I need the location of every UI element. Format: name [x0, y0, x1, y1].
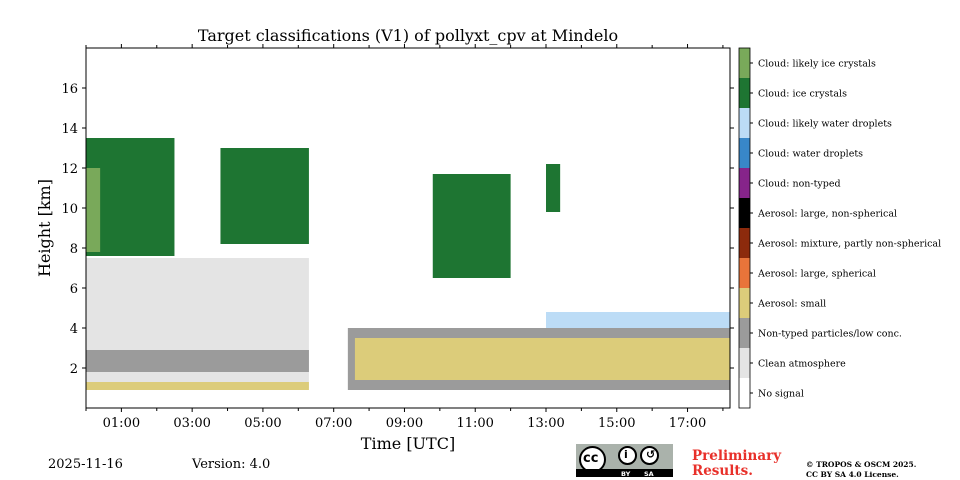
class-region-2	[86, 350, 309, 372]
y-tick-label: 10	[61, 202, 78, 217]
license-line-2: CC BY SA 4.0 License.	[806, 470, 899, 479]
colorbar-label: Aerosol: mixture, partly non-spherical	[757, 239, 941, 250]
colorbar-frame	[738, 47, 751, 409]
x-tick-label: 13:00	[527, 416, 564, 431]
colorbar-swatch	[739, 288, 750, 318]
colorbar-label: Aerosol: small	[757, 299, 826, 310]
colorbar-label: Aerosol: large, spherical	[757, 269, 876, 280]
license-line-1: © TROPOS & OSCM 2025.	[806, 460, 917, 469]
y-tick-label: 4	[70, 322, 78, 337]
colorbar-swatch	[739, 48, 750, 78]
plot-frame	[85, 47, 731, 409]
class-region-10	[354, 338, 730, 380]
colorbar-label: Aerosol: large, non-spherical	[757, 209, 897, 220]
y-tick-label: 8	[70, 242, 78, 257]
y-tick-label: 6	[70, 282, 78, 297]
x-axis: 01:00 03:00 05:00 07:00 09:00 11:00 13:00 15:00…	[85, 44, 724, 431]
colorbar-label: Cloud: likely water droplets	[758, 119, 892, 130]
chart-title: Target classifications (V1) of pollyxt_c…	[198, 26, 618, 45]
share-alike-icon: ↺	[640, 446, 659, 465]
x-tick-label: 15:00	[598, 416, 635, 431]
class-region-6	[220, 148, 309, 244]
x-tick-label: 07:00	[315, 416, 352, 431]
cc-by-label: BY	[621, 470, 631, 478]
colorbar-swatch	[739, 228, 750, 258]
version-label: Version: 4.0	[192, 457, 271, 472]
colorbar-swatch	[739, 198, 750, 228]
x-tick-label: 05:00	[244, 416, 281, 431]
y-axis-label: Height [km]	[35, 179, 54, 277]
x-axis-label: Time [UTC]	[361, 434, 455, 453]
date-label: 2025-11-16	[48, 457, 123, 472]
x-tick-label: 09:00	[386, 416, 423, 431]
preliminary-notice: Preliminary Results.	[692, 449, 781, 479]
x-tick-label: 01:00	[103, 416, 140, 431]
class-region-11	[546, 312, 730, 328]
class-region-7	[432, 174, 511, 278]
license-notice: © TROPOS & OSCM 2025. CC BY SA 4.0 Licen…	[806, 460, 916, 480]
y-tick-label: 2	[70, 362, 78, 377]
y-tick-label: 16	[61, 82, 78, 97]
colorbar-swatch	[739, 138, 750, 168]
colorbar-swatch	[739, 168, 750, 198]
cc-sa-label: SA	[644, 470, 654, 478]
colorbar-label: Cloud: likely ice crystals	[758, 59, 876, 70]
preliminary-line-1: Preliminary	[692, 448, 782, 464]
colorbar-label: Non-typed particles/low conc.	[758, 329, 902, 340]
colorbar-label: Clean atmosphere	[758, 359, 846, 370]
colorbar-swatch	[739, 108, 750, 138]
colorbar-label: Cloud: water droplets	[758, 149, 863, 160]
y-tick-label: 14	[61, 122, 78, 137]
colorbar-swatch	[739, 318, 750, 348]
x-tick-label: 17:00	[669, 416, 706, 431]
colorbar-swatch	[739, 378, 750, 408]
x-tick-label: 03:00	[173, 416, 210, 431]
plot-area	[86, 138, 730, 390]
colorbar-label: No signal	[758, 389, 804, 400]
colorbar-label: Cloud: ice crystals	[758, 89, 847, 100]
colorbar-swatch	[739, 348, 750, 378]
colorbar-swatch	[739, 78, 750, 108]
colorbar-label: Cloud: non-typed	[758, 179, 841, 190]
y-axis: 2 4 6 8 10 12 14 16	[61, 82, 734, 377]
class-region-8	[546, 164, 561, 212]
x-tick-label: 11:00	[456, 416, 493, 431]
y-tick-label: 12	[61, 162, 78, 177]
class-region-4	[86, 138, 175, 256]
colorbar-swatch	[739, 258, 750, 288]
class-region-3	[86, 382, 309, 390]
colorbar-legend: Cloud: likely ice crystals Cloud: ice cry…	[738, 47, 941, 409]
class-region-5	[86, 168, 101, 252]
preliminary-line-2: Results.	[692, 463, 753, 479]
cc-license-badge: cc i ↺ BY SA	[576, 444, 673, 478]
by-attribution-icon: i	[618, 446, 637, 465]
